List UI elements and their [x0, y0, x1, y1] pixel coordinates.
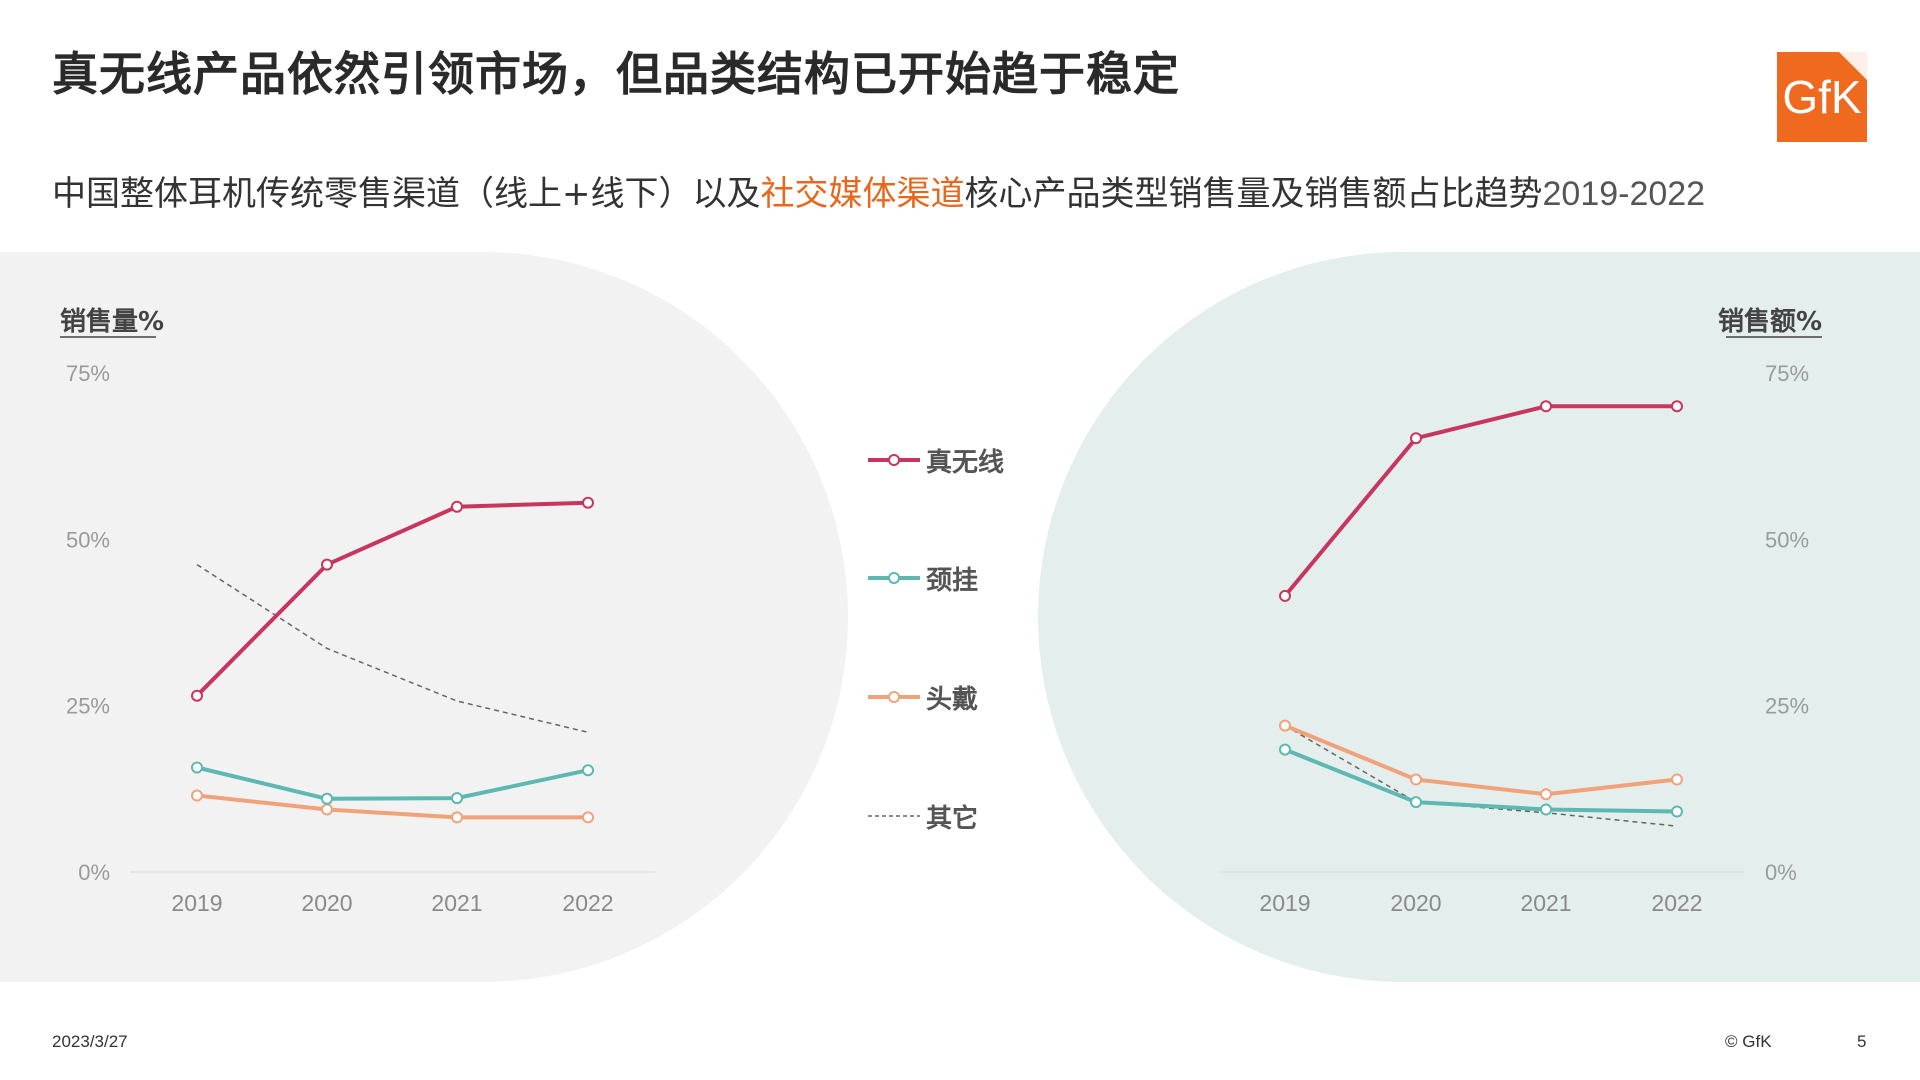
volume-series-line-true-wireless — [195, 500, 589, 698]
value-series-line-headphone — [1284, 723, 1678, 797]
volume-x-tick-label: 2021 — [431, 890, 482, 916]
volume-point-neckband — [321, 792, 333, 805]
footer-copyright: © GfK — [1725, 1032, 1772, 1051]
volume-point-true-wireless — [321, 558, 333, 571]
subtitle-part2: 核心产品类型销售量及销售额占比趋势 — [964, 174, 1543, 214]
right-panel-background — [1038, 252, 1920, 982]
gfk-logo: GfK — [1777, 52, 1867, 142]
value-point-headphone — [1540, 788, 1552, 801]
gfk-logo-text: GfK — [1782, 71, 1862, 123]
volume-point-neckband — [451, 792, 463, 805]
value-x-tick-label: 2022 — [1651, 890, 1702, 916]
volume-point-neckband — [582, 764, 594, 777]
volume-point-true-wireless — [451, 500, 463, 513]
volume-point-headphone — [451, 811, 463, 824]
volume-y-tick-label: 50% — [66, 527, 110, 552]
value-point-neckband — [1540, 803, 1552, 816]
volume-point-headphone — [191, 789, 203, 802]
volume-x-tick-label: 2022 — [562, 890, 613, 916]
volume-point-neckband — [191, 761, 203, 774]
legend-label-other: 其它 — [926, 803, 979, 834]
legend-label-headphone: 头戴 — [926, 684, 979, 715]
subtitle-part1: 中国整体耳机传统零售渠道（线上+线下）以及 — [52, 174, 761, 214]
volume-series-line-other — [196, 563, 589, 734]
value-point-true-wireless — [1671, 400, 1683, 413]
subtitle-highlight: 社交媒体渠道 — [760, 174, 965, 214]
legend-item-headphone: 头戴 — [866, 677, 1026, 717]
legend-item-other: 其它 — [866, 796, 1026, 836]
value-x-tick-label: 2019 — [1259, 890, 1310, 916]
value-point-true-wireless — [1540, 400, 1552, 413]
volume-y-tick-label: 75% — [66, 361, 110, 386]
value-y-tick-label: 25% — [1765, 694, 1809, 719]
value-point-headphone — [1410, 773, 1422, 786]
value-point-headphone — [1279, 719, 1291, 732]
value-x-tick-label: 2020 — [1390, 890, 1441, 916]
left-panel-background — [0, 252, 848, 982]
volume-chart-title: 销售量% — [60, 306, 164, 337]
value-y-tick-label: 50% — [1765, 527, 1809, 552]
legend-item-true-wireless: 真无线 — [866, 440, 1026, 480]
legend-marker-other-icon — [868, 815, 920, 817]
value-y-tick-label: 0% — [1765, 860, 1797, 885]
value-point-neckband — [1279, 743, 1291, 756]
value-point-headphone — [1671, 773, 1683, 786]
page-title: 真无线产品依然引领市场，但品类结构已开始趋于稳定 — [52, 47, 1180, 101]
subtitle-years: 2019-2022 — [1542, 175, 1706, 213]
value-point-neckband — [1410, 796, 1422, 809]
value-point-true-wireless — [1410, 432, 1422, 445]
value-point-neckband — [1671, 805, 1683, 818]
logo-corner-icon — [1839, 52, 1867, 80]
value-y-tick-label: 75% — [1765, 361, 1809, 386]
volume-x-tick-label: 2020 — [301, 890, 352, 916]
legend-label-neckband: 颈挂 — [926, 565, 979, 596]
value-series-line-neckband — [1284, 747, 1678, 814]
value-x-tick-label: 2021 — [1520, 890, 1571, 916]
volume-point-true-wireless — [191, 689, 203, 702]
volume-point-headphone — [321, 803, 333, 816]
volume-y-tick-label: 0% — [78, 860, 110, 885]
legend-item-neckband: 颈挂 — [866, 558, 1026, 598]
volume-series-line-headphone — [196, 793, 588, 820]
volume-y-tick-label: 25% — [66, 694, 110, 719]
legend-marker-headphone-icon — [868, 691, 920, 703]
legend-marker-neckband-icon — [868, 572, 920, 584]
footer-date: 2023/3/27 — [52, 1032, 128, 1051]
legend-marker-true-wireless-icon — [868, 454, 920, 466]
volume-series-line-neckband — [196, 765, 589, 801]
value-chart-title: 销售额% — [1718, 306, 1822, 337]
value-point-true-wireless — [1279, 589, 1291, 602]
page-subtitle: 中国整体耳机传统零售渠道（线上+线下）以及社交媒体渠道核心产品类型销售量及销售额… — [52, 166, 1705, 215]
footer-page-number: 5 — [1857, 1032, 1867, 1051]
value-series-line-true-wireless — [1283, 404, 1677, 598]
volume-x-tick-label: 2019 — [171, 890, 222, 916]
volume-point-true-wireless — [582, 496, 594, 509]
legend-label-true-wireless: 真无线 — [926, 447, 1005, 478]
volume-point-headphone — [582, 811, 594, 824]
